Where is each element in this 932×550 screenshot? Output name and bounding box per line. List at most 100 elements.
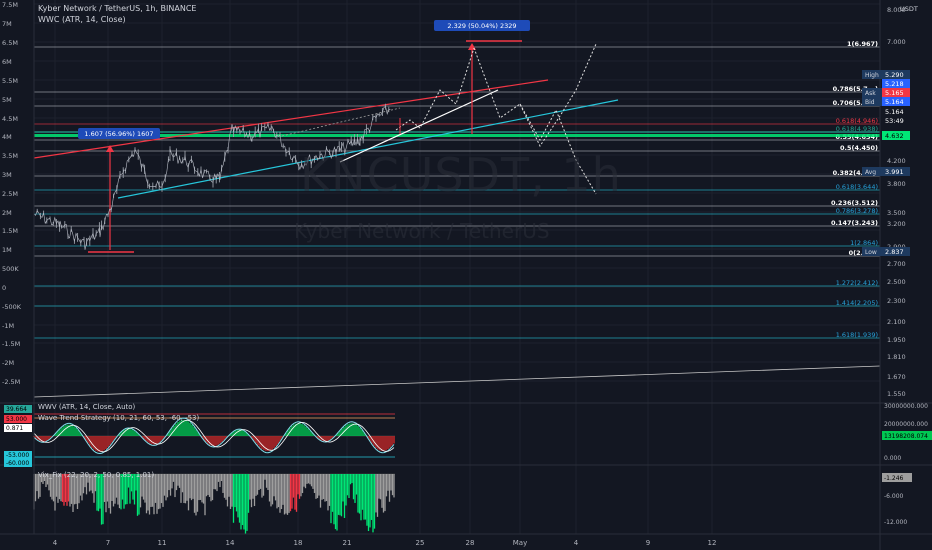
left-axis-label: 4M bbox=[2, 133, 12, 141]
indicator-legend[interactable]: WWC (ATR, 14, Close) bbox=[38, 15, 126, 24]
price-tag[interactable] bbox=[882, 131, 910, 140]
x-axis-label: 9 bbox=[646, 539, 650, 547]
fib-level-label: 1.414(2.205) bbox=[836, 299, 878, 307]
right-axis-label: 4.200 bbox=[887, 157, 906, 165]
indicator-panes: WWV (ATR, 14, Close, Auto) Wave Trend Str… bbox=[0, 402, 932, 534]
drawings[interactable] bbox=[33, 40, 881, 398]
price-tag-value: 5.218 bbox=[885, 80, 904, 88]
channel-upper-line[interactable] bbox=[33, 79, 549, 159]
measure-arrow-1 bbox=[106, 145, 114, 152]
fib-level-label: 0.618(4.938) bbox=[836, 125, 878, 133]
price-tag-label-bg bbox=[862, 70, 882, 79]
x-axis-label: 25 bbox=[416, 539, 425, 547]
left-axis-label: 7M bbox=[2, 20, 12, 28]
x-axis-label: 7 bbox=[106, 539, 110, 547]
price-tag-value: 5.164 bbox=[885, 108, 904, 116]
fib-level-label: 0.5(4.450) bbox=[840, 144, 878, 152]
x-axis-label: May bbox=[513, 539, 527, 547]
measure-label: 1.607 (56.96%) 1607 bbox=[84, 130, 153, 138]
price-tag-value: 53:49 bbox=[885, 117, 904, 125]
measure-label: 2.329 (50.04%) 2329 bbox=[447, 22, 516, 30]
price-tag-label: Low bbox=[865, 249, 877, 256]
price-tag[interactable] bbox=[882, 167, 910, 176]
fib-level-label: 1.618(1.939) bbox=[836, 331, 878, 339]
right-axis-label: 1.550 bbox=[887, 390, 906, 398]
measure-label-box bbox=[78, 128, 160, 139]
right-axis-label: 1.810 bbox=[887, 353, 906, 361]
left-axis-label: 3.5M bbox=[2, 152, 18, 160]
right-axis-label: 8.000 bbox=[887, 6, 906, 14]
right-axis-label: 2.500 bbox=[887, 278, 906, 286]
left-axis-label: 4.5M bbox=[2, 115, 18, 123]
price-tag[interactable] bbox=[882, 88, 910, 97]
pane-axis-label: -6.000 bbox=[884, 493, 904, 500]
pane-axis-label: 20000000.000 bbox=[884, 421, 928, 428]
price-tag-label-bg bbox=[862, 247, 882, 256]
price-tag[interactable] bbox=[882, 247, 910, 256]
fib-level-label: 0.147(3.243) bbox=[831, 219, 878, 227]
fib-level-label: 0.786(3.278) bbox=[836, 207, 878, 215]
price-tag-value: 5.290 bbox=[885, 71, 904, 79]
fib-level-label: 0.706(5.3...) bbox=[833, 99, 878, 107]
x-axis-label: 11 bbox=[158, 539, 167, 547]
left-axis-label: 2M bbox=[2, 209, 12, 217]
x-axis-label: 18 bbox=[294, 539, 303, 547]
price-series bbox=[33, 103, 401, 250]
fib-level-label: 1(2.864) bbox=[850, 239, 878, 247]
price-tag[interactable] bbox=[882, 107, 910, 116]
price-tag-label: Ask bbox=[865, 90, 876, 97]
projection-path-a[interactable] bbox=[473, 43, 597, 148]
indicator-label[interactable]: WWV (ATR, 14, Close, Auto) bbox=[38, 403, 136, 411]
left-axis-label: -2M bbox=[2, 359, 14, 367]
left-axis-label: -500K bbox=[2, 303, 22, 311]
fib-level-label: 0.786(5.7...) bbox=[833, 85, 878, 93]
price-tag-label: Avg bbox=[865, 169, 876, 176]
pane-value-text: 0.871 bbox=[6, 425, 23, 432]
left-axis-label: -1.5M bbox=[2, 340, 20, 348]
price-tag[interactable] bbox=[882, 116, 910, 125]
left-axis-label: 2.5M bbox=[2, 190, 18, 198]
pane-axis-tag bbox=[882, 431, 932, 440]
right-axis-label: 3.500 bbox=[887, 209, 906, 217]
pane-value-tag bbox=[4, 405, 32, 413]
indicator-label[interactable]: Vix_Fix (22, 20, 2, 50, 0.85, 1.01) bbox=[38, 471, 154, 479]
left-axis-label: 5.5M bbox=[2, 77, 18, 85]
pane-value-text: 39.664 bbox=[6, 406, 27, 413]
fib-level-label: 1(6.967) bbox=[847, 40, 878, 48]
left-axis-label: 6M bbox=[2, 58, 12, 66]
currency-label: USDT bbox=[900, 5, 918, 13]
right-axis-label: 3.800 bbox=[887, 180, 906, 188]
left-axis-label: 3M bbox=[2, 171, 12, 179]
x-axis-label: 12 bbox=[708, 539, 717, 547]
long-trend-line[interactable] bbox=[33, 365, 881, 398]
pane-value-tag bbox=[4, 451, 32, 459]
pane-value-text: -53.000 bbox=[6, 452, 29, 459]
left-axis-label: 0 bbox=[2, 284, 6, 292]
left-axis-label: 500K bbox=[2, 265, 19, 273]
fib-level-label: 0.618(4.946) bbox=[836, 117, 878, 125]
fib-level-label: 1.272(2.412) bbox=[836, 279, 878, 287]
price-tag-label: High bbox=[865, 72, 879, 79]
left-axis-label: -1M bbox=[2, 322, 14, 330]
right-axis-label: 3.200 bbox=[887, 220, 906, 228]
pane-value-text: -60.000 bbox=[6, 460, 29, 467]
pane-axis-tag bbox=[882, 473, 912, 482]
projection-path-up[interactable] bbox=[395, 47, 475, 131]
right-axis-label: 1.670 bbox=[887, 373, 906, 381]
grid bbox=[34, 0, 880, 534]
pane-value-tag bbox=[4, 424, 32, 432]
price-tag[interactable] bbox=[882, 79, 910, 88]
price-tag-label-bg bbox=[862, 97, 882, 106]
x-axis-label: 28 bbox=[466, 539, 475, 547]
measure-label-box bbox=[434, 20, 530, 31]
left-axis-label: 5M bbox=[2, 96, 12, 104]
right-axis-label: 7.000 bbox=[887, 38, 906, 46]
indicator-label[interactable]: Wave Trend Strategy (10, 21, 60, 53, -60… bbox=[38, 414, 200, 422]
price-tag[interactable] bbox=[882, 97, 910, 106]
price-tag[interactable] bbox=[882, 70, 910, 79]
x-axis-label: 21 bbox=[343, 539, 352, 547]
price-line bbox=[33, 106, 391, 250]
price-tag-label-bg bbox=[862, 167, 882, 176]
x-axis-label: 4 bbox=[53, 539, 58, 547]
